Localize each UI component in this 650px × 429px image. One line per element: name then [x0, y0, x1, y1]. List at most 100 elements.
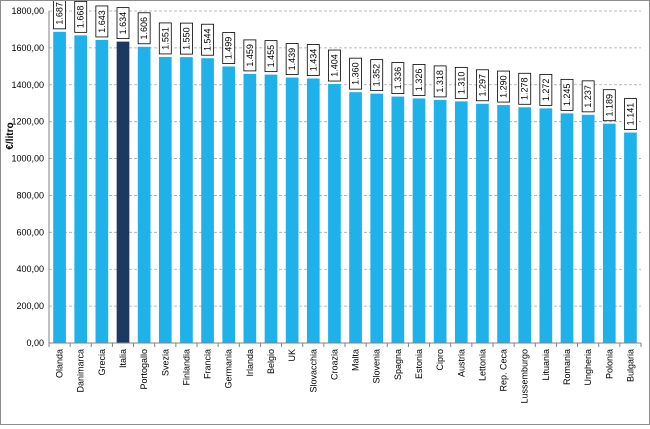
data-label-box [602, 89, 616, 122]
data-label: 1.551 [160, 27, 170, 50]
bar [433, 99, 447, 343]
data-label: 1.455 [266, 45, 276, 68]
y-tick-label: 1000,00 [11, 154, 44, 164]
data-labels: 1.687 1.668 1.643 1.634 1.606 1.551 1.550 1.544… [53, 0, 637, 130]
bar [306, 78, 320, 344]
bar [391, 96, 405, 344]
x-tick-label: Grecia [97, 349, 107, 376]
data-label: 1.290 [499, 75, 509, 98]
data-label: 1.606 [139, 17, 149, 40]
data-label-box [391, 62, 405, 94]
data-label: 1.326 [414, 69, 424, 92]
x-tick-label: Croazia [329, 349, 339, 380]
data-label-box [370, 59, 384, 92]
x-tick-label: Finlandia [181, 349, 191, 386]
data-label-box [95, 5, 109, 38]
bar [476, 103, 489, 343]
bar [201, 58, 214, 344]
bar [560, 113, 574, 343]
y-tick-labels: 0,00 200,00 400,00 600,00 800,00 1000,00 1200,… [11, 6, 44, 348]
x-tick-label: Ungheria [583, 349, 593, 386]
data-label: 1.439 [287, 48, 297, 71]
bar [412, 98, 426, 343]
x-tick-label: Lussemburgo [520, 349, 530, 404]
bar [285, 77, 299, 343]
data-label: 1.499 [224, 37, 234, 60]
data-label-box [624, 98, 637, 130]
bar [349, 92, 362, 344]
bar [116, 41, 130, 344]
data-label: 1.360 [351, 62, 361, 85]
data-label-box [581, 80, 595, 113]
bar [74, 35, 88, 343]
data-label-box [180, 22, 193, 55]
data-label: 1.643 [97, 10, 107, 33]
x-tick-label: UK [287, 349, 297, 362]
y-tick-label: 600,00 [16, 227, 44, 237]
x-tick-label: Slovacchia [308, 349, 318, 393]
y-tick-label: 1400,00 [11, 80, 44, 90]
x-tick-label: Germania [224, 349, 234, 389]
bar [95, 39, 109, 344]
bar [243, 73, 257, 343]
x-tick-labels: Olanda Danimarca Grecia Italia Portogallo Sve… [55, 349, 636, 404]
x-tick-label: Spagna [393, 349, 403, 380]
data-label: 1.297 [477, 74, 487, 97]
data-label: 1.687 [55, 2, 65, 25]
data-label-box [116, 7, 130, 40]
data-label: 1.141 [625, 103, 635, 126]
x-tick-label: Bulgaria [625, 349, 635, 382]
bar [581, 114, 595, 343]
y-tick-label: 1800,00 [11, 6, 44, 16]
bar [180, 57, 193, 343]
x-tick-label: Romania [562, 349, 572, 385]
x-tick-label: Polonia [604, 349, 614, 379]
data-label-box [497, 70, 510, 103]
x-tick-label: Slovenia [372, 349, 382, 384]
grid-lines [49, 10, 641, 307]
bar [328, 84, 341, 343]
data-label: 1.310 [456, 72, 466, 95]
data-label-box [158, 22, 172, 55]
axes [48, 11, 642, 347]
x-tick-label: Lettonia [477, 349, 487, 381]
bar [53, 31, 66, 343]
x-tick-label: Olanda [55, 349, 65, 378]
x-tick-label: Lituania [541, 349, 551, 381]
bar [222, 66, 236, 344]
x-tick-label: Italia [118, 349, 128, 368]
x-tick-label: Austria [456, 349, 466, 377]
bar [454, 101, 468, 343]
x-tick-label: Francia [203, 349, 213, 379]
data-label-box [222, 32, 236, 64]
bars [53, 31, 637, 344]
y-tick-label: 1600,00 [11, 43, 44, 53]
data-label-box [454, 66, 468, 99]
x-tick-label: Irlanda [245, 349, 255, 377]
bar [624, 132, 637, 343]
x-tick-label: Cipro [435, 349, 445, 371]
data-label: 1.336 [393, 67, 403, 90]
data-label-box [74, 0, 88, 33]
data-label-box [560, 78, 574, 111]
y-tick-label: 400,00 [16, 264, 44, 274]
y-tick-label: 800,00 [16, 190, 44, 200]
data-label-box [539, 73, 553, 106]
bar [137, 46, 151, 343]
data-label-box [433, 65, 447, 98]
bar [518, 107, 532, 343]
data-label: 1.404 [329, 54, 339, 77]
y-tick-label: 200,00 [16, 301, 44, 311]
y-tick-label: 0,00 [26, 338, 44, 348]
data-label-box [264, 40, 278, 73]
data-label: 1.278 [520, 78, 530, 101]
x-tick-label: Estonia [414, 349, 424, 379]
x-tick-label: Malta [351, 349, 361, 371]
data-label-box [412, 64, 426, 96]
data-label-box [306, 44, 320, 76]
data-label: 1.434 [308, 49, 318, 72]
data-label: 1.245 [562, 84, 572, 107]
bar [539, 108, 553, 344]
data-label: 1.459 [245, 44, 255, 67]
